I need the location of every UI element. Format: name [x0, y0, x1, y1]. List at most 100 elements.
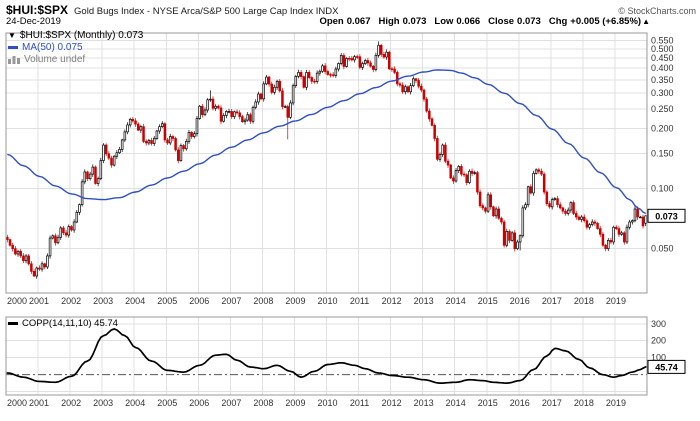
svg-text:0.073: 0.073 — [655, 211, 678, 221]
svg-text:2016: 2016 — [510, 398, 530, 408]
candles — [6, 41, 647, 279]
svg-text:200: 200 — [651, 336, 666, 346]
open-value: 0.067 — [346, 16, 371, 27]
svg-text:2018: 2018 — [574, 398, 594, 408]
svg-text:2015: 2015 — [478, 296, 498, 306]
svg-text:0.450: 0.450 — [651, 53, 674, 63]
main-panel-border — [5, 32, 648, 294]
coppock-line — [6, 328, 647, 384]
svg-text:2005: 2005 — [157, 296, 177, 306]
open-label: Open — [319, 16, 344, 27]
volume-bars-icon — [8, 56, 20, 64]
svg-text:45.74: 45.74 — [655, 362, 678, 372]
main-legend-row: ▼ $HUI:$SPX (Monthly) 0.073 — [8, 30, 143, 41]
svg-text:2019: 2019 — [606, 398, 626, 408]
svg-text:0.250: 0.250 — [651, 104, 674, 114]
svg-text:2000: 2000 — [7, 398, 27, 408]
ma-legend-row: MA(50) 0.075 — [8, 42, 83, 53]
svg-text:2012: 2012 — [382, 296, 402, 306]
svg-text:2008: 2008 — [253, 398, 273, 408]
quote-open: Open 0.067 — [319, 16, 370, 27]
quote-high: High 0.073 — [379, 16, 427, 27]
svg-text:2008: 2008 — [253, 296, 273, 306]
price-chart-svg: 2000200020012001200220022003200320042004… — [5, 32, 686, 408]
ticker-symbol: $HUI:$SPX — [6, 3, 69, 17]
chg-label: Chg — [548, 16, 568, 27]
svg-text:2007: 2007 — [221, 398, 241, 408]
svg-text:2006: 2006 — [189, 398, 209, 408]
low-label: Low — [434, 16, 454, 27]
svg-text:2010: 2010 — [317, 296, 337, 306]
svg-text:2017: 2017 — [542, 398, 562, 408]
indicator-panel-border — [5, 316, 648, 396]
svg-text:2010: 2010 — [317, 398, 337, 408]
main-legend-ma: MA(50) 0.075 — [22, 42, 83, 53]
close-label: Close — [488, 16, 515, 27]
quote-change: Chg +0.005 (+6.85%)▲ — [549, 16, 650, 27]
coppock-last-value-label: 45.74 — [647, 359, 686, 374]
svg-text:0.150: 0.150 — [651, 148, 674, 158]
low-value: 0.066 — [456, 16, 481, 27]
coppock-legend: COPP(14,11,10) 45.74 — [22, 318, 118, 329]
svg-text:2002: 2002 — [61, 296, 81, 306]
last-price-label: 0.073 — [647, 208, 686, 223]
close-value: 0.073 — [517, 16, 541, 27]
quote-date: 24-Dec-2019 — [6, 16, 61, 27]
ma-line-icon — [8, 46, 18, 49]
svg-text:2012: 2012 — [382, 398, 402, 408]
svg-text:300: 300 — [651, 319, 666, 329]
chg-value: +0.005 (+6.85%) — [570, 16, 642, 27]
svg-text:2004: 2004 — [125, 296, 145, 306]
up-arrow-icon: ▲ — [642, 17, 650, 26]
svg-text:0.100: 0.100 — [651, 184, 674, 194]
ticker-description: Gold Bugs Index - NYSE Arca/S&P 500 Larg… — [74, 6, 339, 17]
volume-legend-row: Volume undef — [8, 54, 85, 65]
high-value: 0.073 — [402, 16, 427, 27]
svg-text:2007: 2007 — [221, 296, 241, 306]
svg-text:2001: 2001 — [29, 398, 49, 408]
svg-text:2013: 2013 — [414, 398, 434, 408]
axis-labels: 2000200020012001200220022003200320042004… — [7, 36, 674, 408]
svg-text:2016: 2016 — [510, 296, 530, 306]
ma50-line — [7, 69, 647, 215]
svg-text:0.400: 0.400 — [651, 63, 674, 73]
svg-text:0.500: 0.500 — [651, 44, 674, 54]
svg-text:2017: 2017 — [542, 296, 562, 306]
high-label: High — [378, 16, 400, 27]
svg-text:0.300: 0.300 — [651, 88, 674, 98]
svg-text:2014: 2014 — [446, 398, 466, 408]
svg-text:0.200: 0.200 — [651, 123, 674, 133]
svg-text:0.550: 0.550 — [651, 36, 674, 46]
svg-text:2019: 2019 — [606, 296, 626, 306]
svg-text:2014: 2014 — [446, 296, 466, 306]
main-legend-volume: Volume undef — [24, 54, 86, 65]
svg-text:2013: 2013 — [414, 296, 434, 306]
svg-text:0.050: 0.050 — [651, 244, 674, 254]
svg-text:2004: 2004 — [125, 398, 145, 408]
svg-text:2011: 2011 — [350, 296, 369, 306]
svg-text:2006: 2006 — [189, 296, 209, 306]
svg-text:2015: 2015 — [478, 398, 498, 408]
svg-text:100: 100 — [651, 353, 666, 363]
gridlines — [6, 33, 647, 395]
quote-line: Open 0.067 High 0.073 Low 0.066 Close 0.073 … — [319, 16, 650, 27]
main-legend-symbol: $HUI:$SPX (Monthly) 0.073 — [19, 30, 144, 41]
collapse-arrow-icon: ▼ — [8, 31, 16, 40]
svg-text:2003: 2003 — [93, 398, 113, 408]
chart-header: $HUI:$SPX Gold Bugs Index - NYSE Arca/S&… — [6, 3, 696, 17]
svg-text:2009: 2009 — [285, 398, 305, 408]
svg-text:2009: 2009 — [285, 296, 305, 306]
coppock-legend-row: COPP(14,11,10) 45.74 — [8, 318, 118, 329]
quote-low: Low 0.066 — [434, 16, 480, 27]
svg-text:2011: 2011 — [350, 398, 369, 408]
copyright: © StockCharts.com — [618, 6, 696, 16]
coppock-line-icon — [8, 322, 18, 325]
svg-text:2002: 2002 — [61, 398, 81, 408]
svg-text:2001: 2001 — [29, 296, 49, 306]
svg-text:0.350: 0.350 — [651, 75, 674, 85]
svg-text:2003: 2003 — [93, 296, 113, 306]
quote-row: 24-Dec-2019 Open 0.067 High 0.073 Low 0.066… — [6, 16, 650, 27]
quote-close: Close 0.073 — [488, 16, 541, 27]
svg-text:2005: 2005 — [157, 398, 177, 408]
